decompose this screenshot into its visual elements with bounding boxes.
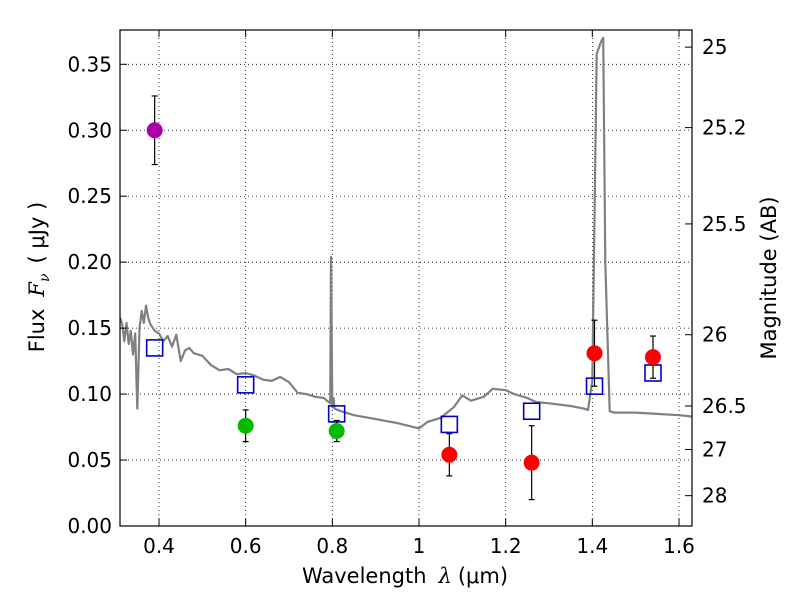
- y-axis-ticks: 0.00 0.05 0.10 0.15 0.20 0.25 0.30 0.35: [67, 52, 127, 538]
- model-photometry-square: [522, 402, 541, 421]
- y-tick-label: 0.25: [67, 184, 112, 208]
- x-tick-label: 0.6: [230, 534, 262, 558]
- x-axis-ticks: 0.4 0.6 0.8 1 1.2 1.4 1.6: [143, 30, 695, 558]
- data-point: [586, 345, 603, 362]
- x-tick-label: 1: [413, 534, 426, 558]
- axes-frame: [119, 29, 693, 527]
- x-tick-label: 1.6: [663, 534, 695, 558]
- y2-tick-label: 27: [702, 437, 727, 461]
- y-tick-label: 0.20: [67, 250, 112, 274]
- y2-tick-label: 25.5: [702, 212, 747, 236]
- y2-tick-label: 25.2: [702, 116, 747, 140]
- data-point: [237, 417, 254, 434]
- y-tick-label: 0.05: [67, 448, 112, 472]
- y2-axis-ticks: 25 25.2 25.5 26 26.5 27 28: [685, 35, 747, 508]
- model-sed-line: [120, 36, 692, 430]
- x-tick-label: 1.2: [490, 534, 522, 558]
- data-point: [328, 423, 345, 440]
- data-point: [523, 454, 540, 471]
- x-tick-label: 0.4: [143, 534, 175, 558]
- y-tick-label: 0.10: [67, 382, 112, 406]
- data-point: [645, 349, 661, 366]
- y2-tick-label: 26.5: [702, 394, 747, 418]
- y2-tick-label: 25: [702, 35, 727, 59]
- model-photometry-square: [327, 405, 346, 423]
- y-tick-label: 0.30: [67, 118, 112, 142]
- x-tick-label: 0.8: [316, 534, 348, 558]
- y2-tick-label: 26: [702, 323, 727, 347]
- y-tick-label: 0.15: [67, 316, 112, 340]
- y-tick-label: 0.00: [67, 514, 112, 538]
- model-photometry-square: [145, 339, 164, 357]
- plot-area: [120, 36, 692, 501]
- model-photometry-square: [236, 376, 255, 394]
- y2-axis-label: Magnitude (AB): [757, 196, 781, 359]
- y-tick-label: 0.35: [67, 52, 112, 76]
- model-photometry-square: [440, 415, 459, 434]
- data-point: [146, 122, 163, 139]
- y-axis-label: FluxFν( μJy ): [25, 202, 53, 352]
- x-axis-label: Wavelength λ (μm): [302, 564, 508, 588]
- data-point: [441, 446, 458, 463]
- y2-tick-label: 28: [702, 484, 727, 508]
- x-tick-label: 1.4: [576, 534, 608, 558]
